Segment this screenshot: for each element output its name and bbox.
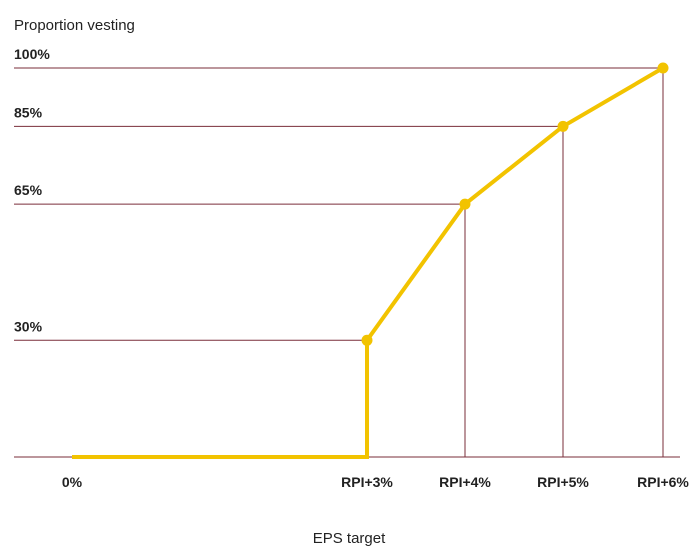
vesting-line [72,66,665,459]
x-tick-label: RPI+4% [439,474,491,490]
x-tick-label: RPI+3% [341,474,393,490]
x-tick-label: RPI+5% [537,474,589,490]
y-tick-label: 100% [14,46,50,62]
data-point-marker [459,198,471,210]
x-tick-label: 0% [62,474,83,490]
y-tick-label: 65% [14,182,43,198]
data-point-marker [657,62,669,74]
y-tick-label: 85% [14,104,43,120]
gridlines [14,67,680,458]
tick-labels: 30% 65% 85% 100% 0% RPI+3% RPI+4% RPI+5% RPI+6% [14,46,689,490]
y-tick-label: 30% [14,318,43,334]
data-point-marker [557,120,569,132]
series-layer [72,62,669,459]
data-point-marker [361,334,373,346]
y-axis-label: Proportion vesting [14,17,135,34]
x-tick-label: RPI+6% [637,474,689,490]
x-axis-label: EPS target [313,530,386,547]
